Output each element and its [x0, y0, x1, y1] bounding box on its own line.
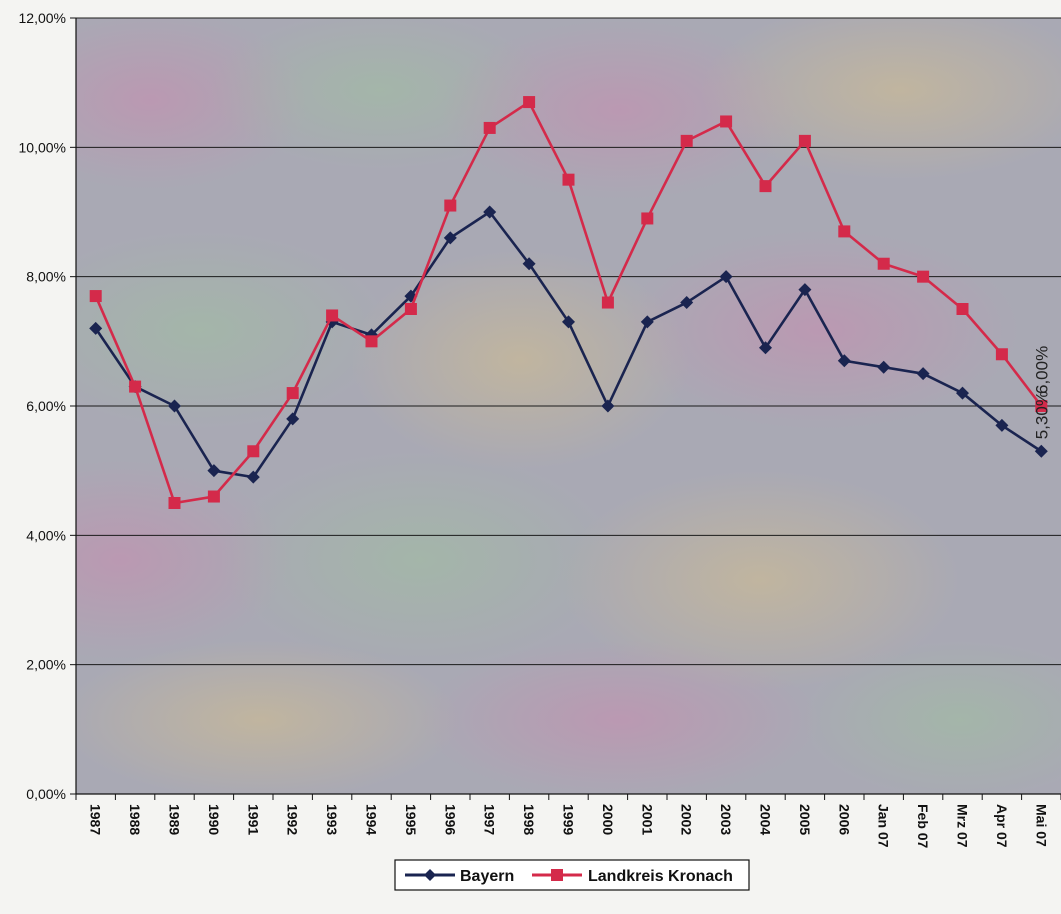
series-layer: [89, 96, 1048, 509]
x-tick-label: 1989: [167, 804, 183, 835]
data-point: [798, 283, 812, 297]
x-tick-label: 1997: [482, 804, 498, 835]
legend: Bayern Landkreis Kronach: [394, 859, 750, 891]
x-tick-label: 1992: [285, 804, 301, 835]
y-axis: 0,00% 2,00% 4,00% 6,00% 8,00% 10,00% 12,00%: [19, 10, 77, 802]
data-point: [247, 445, 260, 458]
data-point: [89, 290, 102, 303]
data-point: [877, 360, 891, 374]
data-point: [956, 386, 969, 400]
data-point: [837, 354, 851, 368]
data-point: [365, 335, 378, 348]
x-tick-label: 1999: [561, 804, 577, 835]
legend-marker-diamond: [424, 869, 436, 881]
data-point: [798, 134, 811, 147]
data-point: [641, 212, 654, 225]
y-tick-label: 6,00%: [26, 398, 66, 414]
x-tick-label: 2002: [679, 804, 695, 835]
data-point: [838, 225, 851, 238]
y-tick-label: 0,00%: [26, 786, 66, 802]
data-point: [326, 309, 339, 322]
data-point: [759, 180, 772, 193]
x-tick-label: 2005: [797, 804, 813, 835]
legend-item-bayern: Bayern: [405, 868, 514, 885]
data-point: [956, 303, 969, 315]
x-tick-label: 1987: [88, 804, 104, 835]
data-point: [89, 321, 103, 335]
data-point: [995, 348, 1008, 361]
x-tick-label: Mai 07: [1033, 804, 1049, 847]
data-point: [443, 231, 457, 245]
data-point: [523, 96, 536, 109]
data-point: [129, 380, 142, 393]
x-tick-label: 2006: [836, 804, 852, 835]
data-point: [168, 497, 181, 509]
data-point: [168, 399, 181, 413]
plot-background: [76, 18, 1061, 794]
data-point: [246, 470, 260, 484]
x-tick-label: 2000: [600, 804, 616, 835]
data-point: [917, 270, 930, 283]
data-point: [483, 121, 496, 134]
x-tick-label: 1991: [245, 804, 261, 835]
x-tick-label: 2003: [718, 804, 734, 835]
x-tick-label: 1998: [521, 804, 537, 835]
data-point: [562, 315, 575, 329]
legend-label-bayern: Bayern: [460, 868, 514, 885]
y-tick-label: 2,00%: [26, 657, 66, 673]
x-tick-label: Mrz 07: [955, 804, 971, 848]
data-point: [759, 341, 772, 355]
data-point: [1035, 400, 1048, 412]
data-point: [404, 303, 417, 315]
y-tick-label: 10,00%: [19, 139, 66, 155]
y-tick-label: 8,00%: [26, 269, 66, 285]
data-point: [483, 205, 497, 219]
x-tick-label: 2004: [758, 804, 774, 835]
legend-item-landkreis-kronach: Landkreis Kronach: [532, 868, 733, 885]
data-point: [444, 199, 457, 212]
legend-label-landkreis-kronach: Landkreis Kronach: [588, 868, 733, 885]
x-tick-label: Jan 07: [876, 804, 892, 848]
x-tick-label: 1990: [206, 804, 222, 835]
x-tick-label: Feb 07: [915, 804, 931, 849]
data-labels: 5,30%6,00%: [1032, 346, 1051, 439]
y-tick-label: 12,00%: [19, 10, 66, 26]
data-point: [720, 115, 733, 128]
x-tick-label: 1993: [324, 804, 340, 835]
x-tick-label: 1995: [403, 804, 419, 835]
x-tick-label: 1994: [364, 804, 380, 835]
x-tick-label: 2001: [639, 804, 655, 835]
data-point: [680, 134, 693, 147]
data-point: [601, 399, 615, 413]
data-point: [207, 490, 220, 503]
data-point: [680, 296, 694, 310]
data-label: 6,00%: [1032, 346, 1051, 394]
data-point: [286, 412, 300, 426]
data-point: [916, 367, 930, 381]
x-tick-label: Apr 07: [994, 804, 1010, 848]
series-landkreis-kronach: [89, 96, 1048, 509]
data-point: [995, 418, 1009, 432]
data-point: [719, 270, 733, 284]
data-point: [286, 387, 299, 400]
data-point: [601, 296, 614, 309]
x-tick-label: 1996: [442, 804, 458, 835]
data-label: 5,30%: [1032, 391, 1051, 439]
data-point: [1034, 444, 1048, 458]
data-point: [522, 257, 536, 271]
legend-marker-square: [551, 869, 563, 881]
data-point: [207, 464, 221, 478]
x-axis: 1987 1988 1989 1990 1991 1992 1993 1994 1995 1996…: [75, 793, 1061, 849]
data-point: [562, 173, 575, 186]
data-point: [640, 315, 654, 329]
x-tick-label: 1988: [127, 804, 143, 835]
y-tick-label: 4,00%: [26, 527, 66, 543]
data-point: [877, 257, 890, 270]
